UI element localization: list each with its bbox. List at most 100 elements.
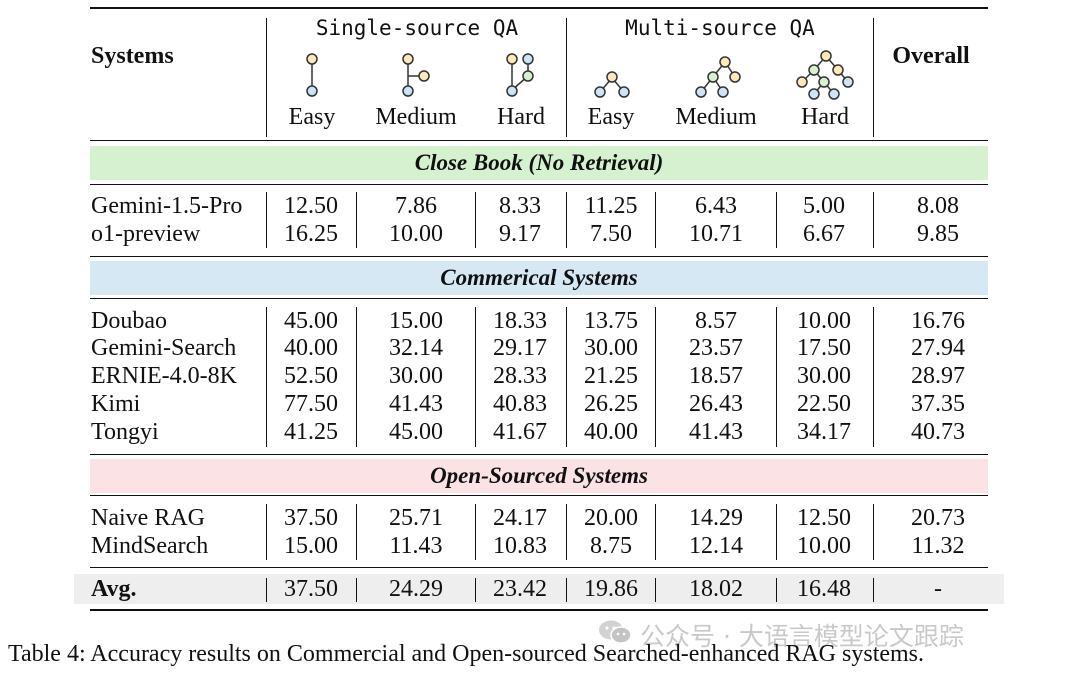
subcol-single-easy: Easy xyxy=(288,104,336,130)
value-cell-multi-easy: 40.00 xyxy=(584,419,638,445)
branch-4-node-icon xyxy=(506,53,534,97)
value-cell-multi-medium: 26.43 xyxy=(689,391,743,417)
single-source-header: Single-source QA xyxy=(315,16,519,40)
system-name: Kimi xyxy=(91,391,141,417)
section-rule xyxy=(90,184,988,185)
section-title: Open-Sourced Systems xyxy=(430,463,648,488)
column-divider xyxy=(873,192,874,248)
avg-cell-multi-hard: 16.48 xyxy=(797,576,851,602)
value-cell-single-medium: 11.43 xyxy=(389,533,443,559)
value-cell-multi-easy: 11.25 xyxy=(584,193,638,219)
subcol-multi-medium: Medium xyxy=(675,104,757,130)
value-cell-multi-easy: 30.00 xyxy=(584,335,638,361)
value-cell-single-medium: 45.00 xyxy=(389,419,443,445)
value-cell-overall: 20.73 xyxy=(911,505,965,531)
tree-10-node-icon xyxy=(796,50,854,100)
column-divider xyxy=(873,307,874,447)
section-title: Commerical Systems xyxy=(440,265,638,290)
column-divider xyxy=(655,578,656,602)
system-name: MindSearch xyxy=(91,533,209,559)
section-rule xyxy=(90,567,988,568)
avg-label: Avg. xyxy=(91,576,137,602)
column-divider xyxy=(475,192,476,248)
value-cell-single-hard: 28.33 xyxy=(493,363,547,389)
column-divider xyxy=(873,504,874,560)
value-cell-multi-hard: 10.00 xyxy=(797,308,851,334)
watermark-text: 公众号 · 大语言模型论文跟踪 xyxy=(640,622,964,651)
value-cell-single-easy: 15.00 xyxy=(284,533,338,559)
value-cell-single-hard: 41.67 xyxy=(493,419,547,445)
top-rule xyxy=(90,7,988,9)
value-cell-single-easy: 37.50 xyxy=(284,505,338,531)
column-divider xyxy=(475,307,476,447)
column-divider xyxy=(655,192,656,248)
value-cell-multi-hard: 22.50 xyxy=(797,391,851,417)
system-name: Doubao xyxy=(91,308,167,334)
system-name: Gemini-Search xyxy=(91,335,237,361)
value-cell-multi-hard: 34.17 xyxy=(797,419,851,445)
section-rule xyxy=(90,298,988,299)
multi-source-header: Multi-source QA xyxy=(625,16,815,40)
system-name: Naive RAG xyxy=(91,505,205,531)
bottom-rule xyxy=(90,609,988,611)
value-cell-multi-medium: 8.57 xyxy=(695,308,737,334)
value-cell-multi-hard: 12.50 xyxy=(797,505,851,531)
value-cell-multi-medium: 14.29 xyxy=(689,505,743,531)
column-divider xyxy=(356,192,357,248)
value-cell-multi-medium: 23.57 xyxy=(689,335,743,361)
column-divider xyxy=(356,578,357,602)
avg-row-band xyxy=(74,574,1004,604)
value-cell-overall: 8.08 xyxy=(917,193,959,219)
value-cell-multi-medium: 18.57 xyxy=(689,363,743,389)
tree-3-node-icon xyxy=(594,71,630,98)
column-divider xyxy=(776,307,777,447)
system-name: Tongyi xyxy=(91,419,159,445)
column-divider xyxy=(475,578,476,602)
header-divider xyxy=(873,18,874,137)
column-divider xyxy=(776,192,777,248)
column-divider xyxy=(566,307,567,447)
value-cell-multi-easy: 7.50 xyxy=(590,221,632,247)
systems-header: Systems xyxy=(91,43,174,69)
column-divider xyxy=(266,578,267,602)
value-cell-single-hard: 29.17 xyxy=(493,335,547,361)
value-cell-single-easy: 77.50 xyxy=(284,391,338,417)
value-cell-overall: 16.76 xyxy=(911,308,965,334)
chain-3-node-icon xyxy=(402,53,430,97)
section-rule xyxy=(90,454,988,455)
column-divider xyxy=(266,504,267,560)
value-cell-single-easy: 45.00 xyxy=(284,308,338,334)
column-divider xyxy=(655,504,656,560)
value-cell-single-hard: 8.33 xyxy=(499,193,541,219)
value-cell-single-medium: 15.00 xyxy=(389,308,443,334)
column-divider xyxy=(873,578,874,602)
value-cell-single-hard: 24.17 xyxy=(493,505,547,531)
value-cell-multi-medium: 6.43 xyxy=(695,193,737,219)
value-cell-multi-easy: 8.75 xyxy=(590,533,632,559)
column-divider xyxy=(475,504,476,560)
value-cell-multi-easy: 21.25 xyxy=(584,363,638,389)
column-divider xyxy=(655,307,656,447)
column-divider xyxy=(356,504,357,560)
wechat-logo-icon xyxy=(599,620,632,644)
system-name: ERNIE-4.0-8K xyxy=(91,363,237,389)
avg-cell-multi-easy: 19.86 xyxy=(584,576,638,602)
value-cell-single-easy: 12.50 xyxy=(284,193,338,219)
value-cell-overall: 27.94 xyxy=(911,335,965,361)
avg-cell-single-easy: 37.50 xyxy=(284,576,338,602)
header-divider xyxy=(266,18,267,137)
section-band-close-book: Close Book (No Retrieval) xyxy=(90,146,988,180)
value-cell-single-medium: 41.43 xyxy=(389,391,443,417)
section-rule xyxy=(90,495,988,496)
value-cell-multi-easy: 20.00 xyxy=(584,505,638,531)
value-cell-overall: 40.73 xyxy=(911,419,965,445)
value-cell-overall: 28.97 xyxy=(911,363,965,389)
subcol-single-medium: Medium xyxy=(375,104,457,130)
column-divider xyxy=(566,192,567,248)
value-cell-single-easy: 16.25 xyxy=(284,221,338,247)
value-cell-single-hard: 9.17 xyxy=(499,221,541,247)
avg-cell-single-hard: 23.42 xyxy=(493,576,547,602)
value-cell-overall: 37.35 xyxy=(911,391,965,417)
system-name: o1-preview xyxy=(91,221,201,247)
system-name: Gemini-1.5-Pro xyxy=(91,193,243,219)
